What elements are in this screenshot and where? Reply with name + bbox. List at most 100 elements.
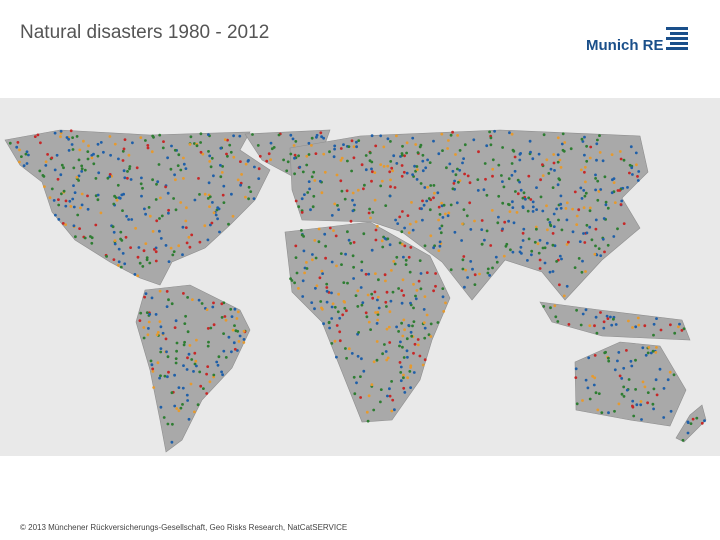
event-dot <box>303 271 306 275</box>
event-dot <box>147 327 150 330</box>
event-dot <box>463 143 467 147</box>
event-dot <box>71 197 75 201</box>
event-dot <box>144 139 147 142</box>
event-dot <box>652 407 655 411</box>
event-dot <box>282 158 285 162</box>
event-dot <box>445 166 448 170</box>
event-dot <box>159 405 163 409</box>
event-dot <box>583 165 587 169</box>
event-dot <box>368 207 371 211</box>
event-dot <box>493 129 496 133</box>
event-dot <box>344 347 347 350</box>
event-dot <box>641 346 645 350</box>
event-dot <box>556 160 560 164</box>
event-dot <box>181 225 185 229</box>
event-dot <box>563 141 567 144</box>
event-dot <box>583 170 586 174</box>
event-dot <box>150 150 154 154</box>
event-dot <box>677 325 680 329</box>
event-dot <box>97 171 101 175</box>
event-dot <box>422 308 426 311</box>
event-dot <box>519 188 523 192</box>
event-dot <box>382 145 386 149</box>
event-dot <box>631 404 634 408</box>
event-dot <box>57 198 60 202</box>
event-dot <box>80 203 84 207</box>
event-dot <box>560 142 564 146</box>
event-dot <box>38 169 42 173</box>
event-dot <box>594 315 598 319</box>
event-dot <box>669 409 673 413</box>
event-dot <box>582 232 585 235</box>
event-dot <box>179 406 183 410</box>
event-dot <box>193 198 197 202</box>
event-dot <box>405 141 409 145</box>
event-dot <box>305 154 309 158</box>
event-dot <box>662 387 666 390</box>
event-dot <box>464 268 467 272</box>
event-dot <box>613 368 617 372</box>
event-dot <box>447 211 451 215</box>
event-dot <box>186 296 190 299</box>
event-dot <box>502 254 506 258</box>
event-dot <box>69 205 73 208</box>
event-dot <box>362 369 366 373</box>
event-dot <box>594 227 598 231</box>
event-dot <box>52 199 56 202</box>
event-dot <box>375 340 379 343</box>
event-dot <box>194 359 198 363</box>
event-dot <box>148 261 152 265</box>
copyright: © 2013 Münchener Rückversicherungs-Gesel… <box>20 523 347 532</box>
event-dot <box>533 240 537 244</box>
event-dot <box>549 223 552 227</box>
event-dot <box>398 344 401 348</box>
event-dot <box>453 230 457 234</box>
event-dot <box>349 219 353 223</box>
event-dot <box>147 206 151 209</box>
event-dot <box>389 299 393 303</box>
event-dot <box>224 318 228 322</box>
event-dot <box>356 289 360 293</box>
event-dot <box>368 151 372 155</box>
event-dot <box>386 137 390 141</box>
event-dot <box>192 370 195 373</box>
event-dot <box>318 276 322 280</box>
event-dot <box>451 187 455 191</box>
event-dot <box>488 130 491 134</box>
event-dot <box>546 218 550 221</box>
event-dot <box>36 133 40 137</box>
event-dot <box>401 278 405 282</box>
event-dot <box>347 145 351 149</box>
event-dot <box>305 163 309 167</box>
event-dot <box>80 192 84 196</box>
event-dot <box>612 317 615 321</box>
event-dot <box>115 198 119 202</box>
event-dot <box>136 274 140 278</box>
event-dot <box>703 419 706 423</box>
event-dot <box>658 367 662 371</box>
event-dot <box>208 380 212 384</box>
event-dot <box>617 351 621 354</box>
event-dot <box>580 137 584 141</box>
event-dot <box>314 152 318 156</box>
event-dot <box>322 136 325 140</box>
event-dot <box>399 371 403 374</box>
event-dot <box>389 140 392 143</box>
event-dot <box>171 422 174 426</box>
event-dot <box>409 301 412 305</box>
event-dot <box>560 257 563 261</box>
event-dot <box>360 260 364 264</box>
event-dot <box>537 152 541 156</box>
event-dot <box>376 295 380 299</box>
event-dot <box>542 305 546 308</box>
event-dot <box>221 193 225 197</box>
event-dot <box>142 326 146 329</box>
event-dot <box>109 153 112 157</box>
event-dot <box>488 274 491 277</box>
event-dot <box>400 289 404 292</box>
event-dot <box>317 227 321 231</box>
event-dot <box>72 184 75 188</box>
event-dot <box>359 286 363 289</box>
event-dot <box>372 408 376 412</box>
event-dot <box>558 158 562 162</box>
